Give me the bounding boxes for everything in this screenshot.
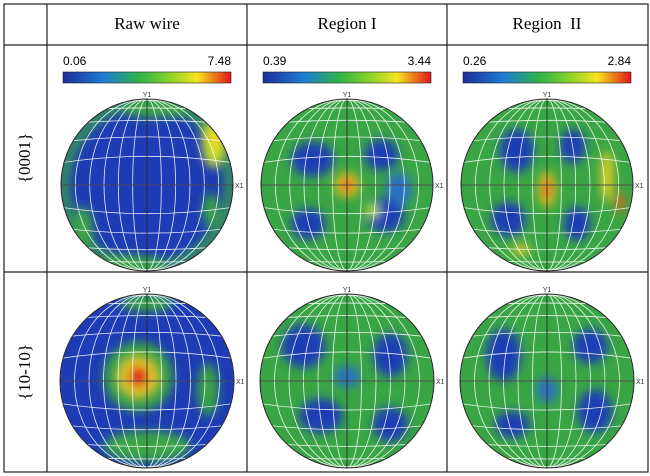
outline <box>259 293 435 469</box>
axis-label: X1 <box>636 379 645 386</box>
scale-max: 7.48 <box>208 54 232 68</box>
axis-label: X1 <box>235 183 244 190</box>
column-header: Region I <box>317 14 376 33</box>
table-border <box>3 3 649 473</box>
intensity-blob <box>127 365 149 388</box>
outline <box>459 293 635 469</box>
scale-min: 0.06 <box>63 54 87 68</box>
axis-label: Y1 <box>343 287 352 294</box>
pole-figure: Y1 X1 0.06 7.48 <box>60 54 244 272</box>
intensity-blob <box>564 206 590 241</box>
intensity-blob <box>499 129 535 173</box>
axis-label: X1 <box>236 379 245 386</box>
intensity-blob <box>72 206 93 250</box>
scale-max: 3.44 <box>408 54 432 68</box>
outline <box>59 293 235 469</box>
outline <box>260 98 434 272</box>
intensity-blob <box>373 333 408 377</box>
scale-max: 2.84 <box>608 54 632 68</box>
intensity-blob <box>601 150 614 203</box>
intensity-blob <box>364 139 399 171</box>
intensity-blob <box>577 389 613 434</box>
row-label: {10-10} <box>15 344 34 400</box>
intensity-blob <box>299 398 343 434</box>
axis-label: Y1 <box>543 287 552 294</box>
intensity-blob <box>365 203 380 218</box>
axis-label: Y1 <box>543 92 552 99</box>
axis-label: X1 <box>436 379 445 386</box>
intensity-blob <box>491 202 526 237</box>
pole-figure: Y1 X1 <box>59 287 245 469</box>
pole-figure: Y1 X1 <box>459 287 645 469</box>
pole-figure: Y1 X1 0.26 2.84 <box>460 54 644 272</box>
color-bar <box>262 71 432 84</box>
intensity-blob <box>291 142 335 177</box>
axis-label: Y1 <box>143 287 152 294</box>
color-bar <box>62 71 232 84</box>
scale-min: 0.39 <box>263 54 287 68</box>
column-header: Raw wire <box>114 14 180 33</box>
intensity-texture <box>291 139 412 240</box>
intensity-blob <box>281 324 326 368</box>
axis-label: X1 <box>635 183 644 190</box>
pole-figure: Y1 X1 <box>259 287 445 469</box>
pole-figure: Y1 X1 0.39 3.44 <box>260 54 444 272</box>
axis-label: Y1 <box>343 92 352 99</box>
intensity-blob <box>197 363 219 416</box>
outline <box>460 98 634 272</box>
intensity-blob <box>573 328 608 364</box>
scale-min: 0.26 <box>463 54 487 68</box>
intensity-blob <box>385 172 412 207</box>
row-label: {0001} <box>15 133 34 183</box>
color-bar <box>462 71 632 84</box>
axis-label: Y1 <box>143 92 152 99</box>
column-header: Region II <box>513 14 582 33</box>
outline <box>60 98 234 272</box>
axis-label: X1 <box>435 183 444 190</box>
intensity-blob <box>202 193 221 228</box>
